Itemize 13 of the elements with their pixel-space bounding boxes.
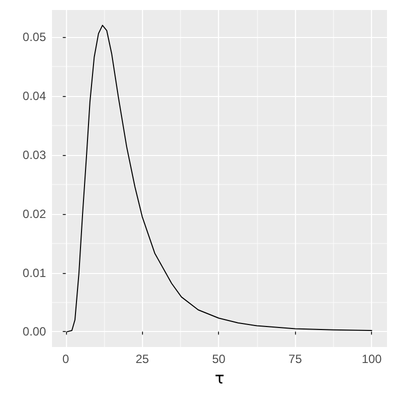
x-tick-label: 0: [62, 352, 70, 366]
x-tick-label: 100: [362, 352, 382, 366]
y-tick-label: 0.04: [22, 89, 46, 104]
y-tick-label: 0.05: [22, 30, 46, 44]
x-tick-label: 75: [288, 352, 302, 366]
y-tick-label: 0.02: [22, 206, 46, 221]
x-axis-title: τ: [214, 368, 224, 388]
x-tick-label: 25: [136, 352, 150, 366]
y-tick-label: 0.01: [22, 266, 46, 280]
y-tick-label: 0.00: [22, 324, 46, 339]
y-tick-label: 0.03: [22, 148, 46, 162]
line-series: [66, 24, 372, 332]
x-tick-label: 50: [212, 352, 226, 366]
